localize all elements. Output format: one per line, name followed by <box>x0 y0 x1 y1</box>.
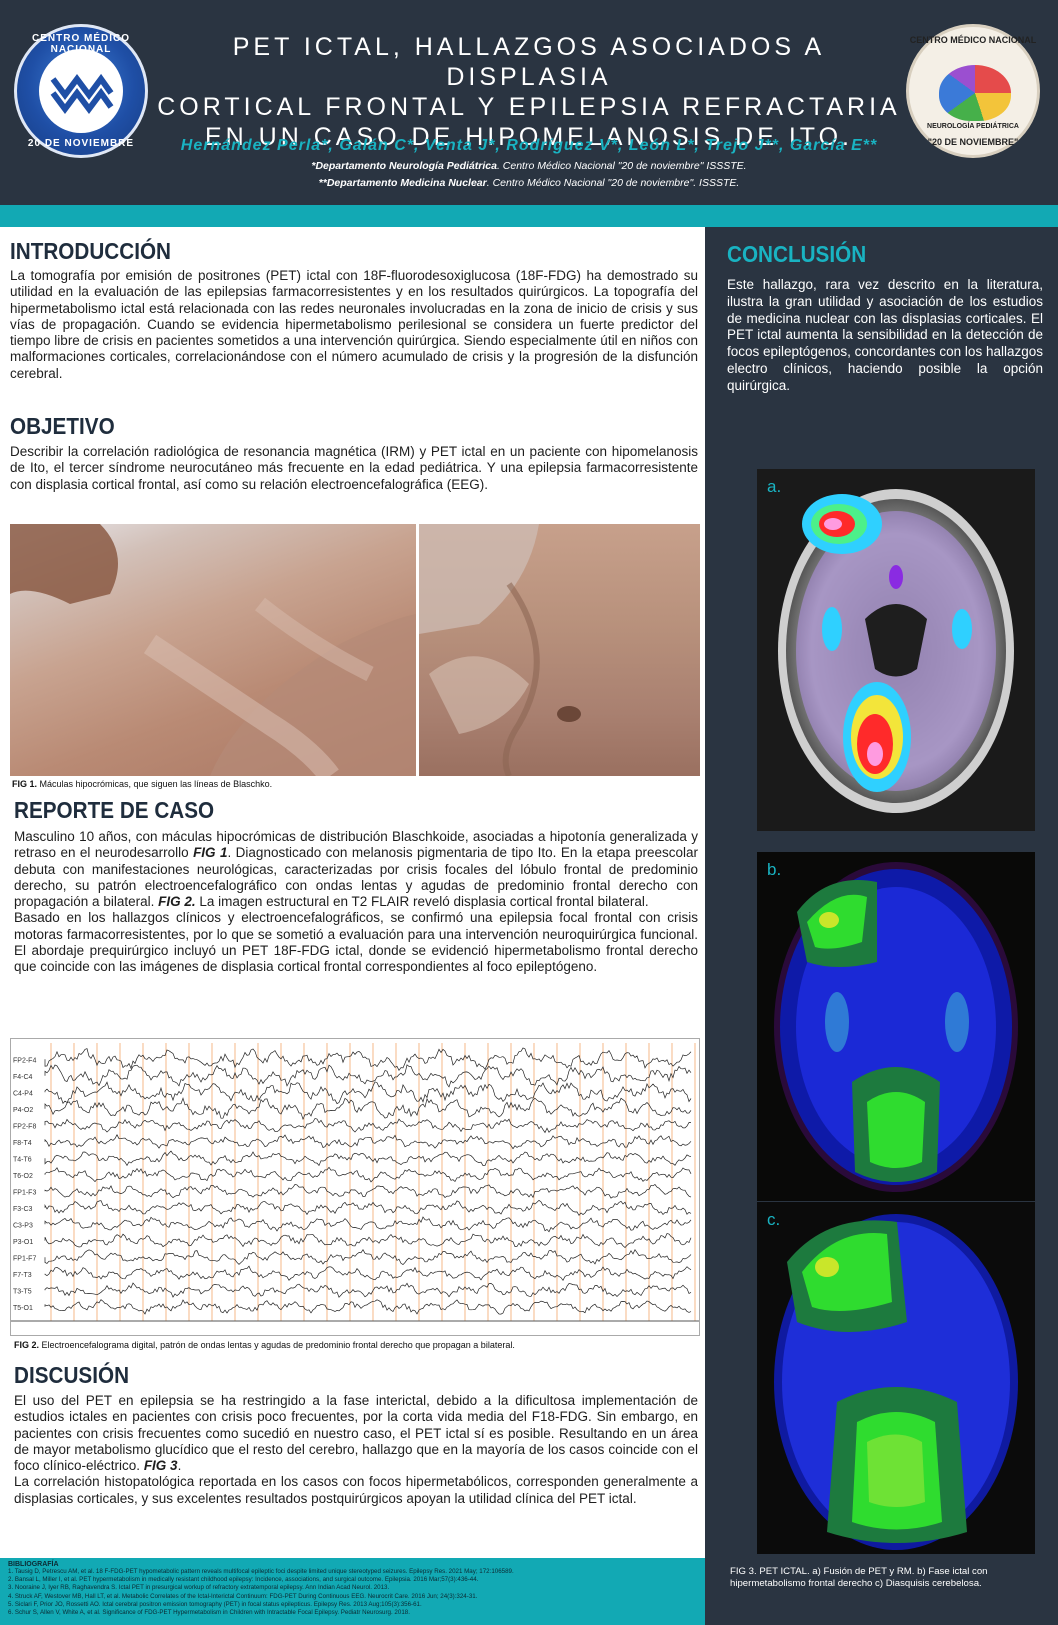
eeg-channel-label: C3-P3 <box>13 1222 33 1229</box>
ictal-pet-scan: b. <box>757 852 1035 1201</box>
affiliation-2: **Departamento Medicina Nuclear. Centro … <box>318 177 740 189</box>
chevrons-emblem-icon <box>50 73 114 114</box>
eeg-channel-label: P3-O1 <box>13 1239 33 1246</box>
eeg-channel-label: F8-T4 <box>13 1140 32 1147</box>
eeg-channel-label: F7-T3 <box>13 1272 32 1279</box>
eeg-trace <box>44 1199 692 1216</box>
authors-line: Hernández Perla*, Galán C*, Venta J*, Ro… <box>180 137 878 154</box>
eeg-channel-label: FP1-F3 <box>13 1189 36 1196</box>
eeg-trace <box>44 1097 692 1121</box>
bibliography-heading: BIBLIOGRAFÍA <box>8 1561 59 1568</box>
eeg-channel-label: F3-C3 <box>13 1206 33 1213</box>
eeg-channel-label: T4-T6 <box>13 1156 32 1163</box>
poster-header: CENTRO MÉDICO NACIONAL 20 DE NOVIEMBRE P… <box>0 0 1058 205</box>
eeg-figure: FP2-F4 F4-C4 C4-P4 P4-O2 FP2-F8 F8-T4 T4-T6 T6-… <box>10 1038 700 1336</box>
eeg-trace <box>44 1064 692 1088</box>
eeg-channel-label: T5-O1 <box>13 1305 33 1312</box>
bib-item: 4. Struck AF, Westover MB, Hall LT, et a… <box>8 1592 478 1600</box>
bibliography: BIBLIOGRAFÍA 1. Tausig D, Petrescu AM, e… <box>0 1558 705 1625</box>
discusion-paragraph-1: El uso del PET en epilepsia se ha restri… <box>14 1393 698 1474</box>
intro-text: La tomografía por emisión de positrones … <box>10 268 698 381</box>
affiliation-1: *Departamento Neurología Pediátrica. Cen… <box>311 160 747 172</box>
eeg-trace <box>44 1166 692 1183</box>
conclusion-heading: CONCLUSIÓN <box>727 241 867 267</box>
eeg-channel-label: P4-O2 <box>13 1107 33 1114</box>
eeg-trace <box>44 1216 692 1233</box>
objetivo-text: Describir la correlación radiológica de … <box>10 444 698 492</box>
fig2-caption: FIG 2. Electroencefalograma digital, pat… <box>14 1340 515 1350</box>
eeg-channel-label: C4-P4 <box>13 1090 33 1097</box>
eeg-trace <box>44 1265 692 1281</box>
colored-brain-icon <box>939 65 1011 121</box>
header-accent-band <box>0 205 1058 227</box>
fig3-caption: FIG 3. PET ICTAL. a) Fusión de PET y RM.… <box>730 1566 988 1589</box>
eeg-trace <box>44 1249 692 1266</box>
neuropediatria-logo-right: CENTRO MÉDICO NACIONAL NEUROLOGÍA PEDIÁT… <box>906 24 1040 158</box>
abdomen-skin-photo <box>419 524 700 776</box>
cerebellar-diaschisis-scan: c. <box>757 1202 1035 1554</box>
neck-skin-photo <box>10 524 416 776</box>
reporte-paragraph-1: Masculino 10 años, con máculas hipocrómi… <box>14 829 698 910</box>
intro-heading: INTRODUCCIÓN <box>10 238 172 264</box>
eeg-trace <box>44 1150 692 1167</box>
eeg-trace <box>44 1233 692 1248</box>
fig1-caption: FIG 1. Máculas hipocrómicas, que siguen … <box>12 779 273 789</box>
scan-c-label: c. <box>767 1210 781 1229</box>
eeg-trace <box>44 1282 692 1298</box>
logo-right-top-text: CENTRO MÉDICO NACIONAL <box>909 35 1037 45</box>
bib-item: 2. Bansal L, Miller I, et al. PET hyperm… <box>8 1576 479 1584</box>
logo-right-bottom-text: "20 DE NOVIEMBRE" <box>927 137 1019 147</box>
cmn-logo-left: CENTRO MÉDICO NACIONAL 20 DE NOVIEMBRE <box>14 24 148 158</box>
conclusion-text: Este hallazgo, rara vez descrito en la l… <box>727 277 1043 393</box>
eeg-channel-label: T3-T5 <box>13 1288 32 1295</box>
bib-item: 1. Tausig D, Petrescu AM, et al. 18 F-FD… <box>8 1568 514 1575</box>
reporte-heading: REPORTE DE CASO <box>14 797 215 823</box>
eeg-trace <box>44 1134 692 1150</box>
discusion-paragraph-2: La correlación histopatológica reportada… <box>14 1474 698 1506</box>
scan-a-label: a. <box>767 477 782 496</box>
pet-mri-fusion-scan: a. <box>757 469 1035 831</box>
poster-title: PET ICTAL, HALLAZGOS ASOCIADOS A DISPLAS… <box>157 33 901 151</box>
eeg-trace <box>44 1299 692 1315</box>
eeg-trace <box>44 1118 692 1134</box>
reporte-paragraph-2: Basado en los hallazgos clínicos y elect… <box>14 910 698 975</box>
eeg-channel-label: FP2-F8 <box>13 1123 36 1130</box>
discusion-heading: DISCUSIÓN <box>14 1362 130 1388</box>
eeg-trace <box>44 1047 692 1071</box>
logo-right-mid-text: NEUROLOGÍA PEDIÁTRICA <box>927 123 1019 130</box>
eeg-channel-label: FP2-F4 <box>13 1057 36 1064</box>
objetivo-heading: OBJETIVO <box>10 413 115 439</box>
eeg-channel-label: F4-C4 <box>13 1074 33 1081</box>
logo-left-bottom-text: 20 DE NOVIEMBRE <box>27 138 135 149</box>
bib-item: 6. Schur S, Allen V, White A, et al. Sig… <box>8 1609 410 1617</box>
scan-b-label: b. <box>767 860 782 879</box>
eeg-channel-label: FP1-F7 <box>13 1255 36 1262</box>
eeg-trace <box>44 1081 692 1105</box>
bib-item: 3. Nooraine J, Iyer RB, Raghavendra S. I… <box>8 1584 390 1592</box>
eeg-channel-label: T6-O2 <box>13 1173 33 1180</box>
bib-item: 5. Siclari F, Prior JO, Rossetti AO. Ict… <box>8 1600 422 1608</box>
discusion-text: El uso del PET en epilepsia se ha restri… <box>14 1393 698 1507</box>
eeg-trace <box>44 1184 692 1199</box>
eeg-traces: FP2-F4 F4-C4 C4-P4 P4-O2 FP2-F8 F8-T4 T4-T6 T6-… <box>11 1043 699 1322</box>
reporte-text: Masculino 10 años, con máculas hipocrómi… <box>14 829 698 976</box>
